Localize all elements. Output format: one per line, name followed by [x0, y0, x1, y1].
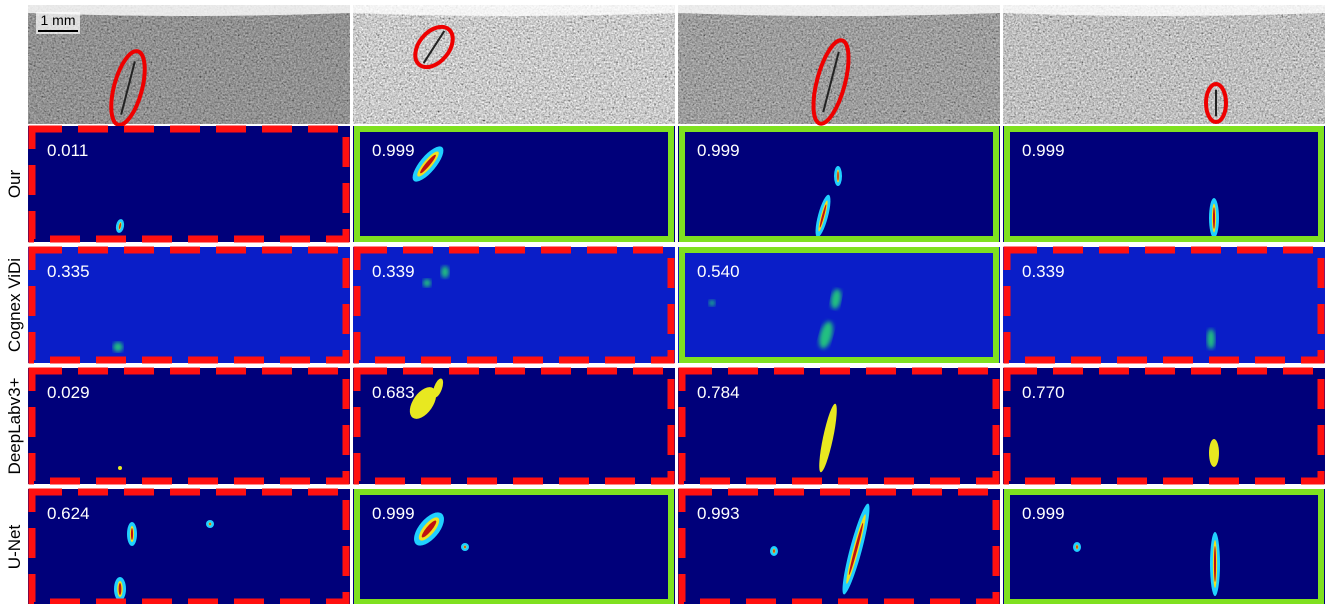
result-frame [28, 367, 350, 485]
result-frame [679, 247, 999, 363]
xray-image [1003, 5, 1325, 124]
heat-blob [432, 378, 444, 398]
heat-blob [819, 321, 833, 349]
heatmap [353, 126, 675, 242]
scale-label: 1 mm [41, 12, 76, 28]
defect [822, 51, 840, 113]
result-frame [1003, 246, 1325, 364]
row-label: Our [5, 169, 24, 198]
score: 0.335 [47, 262, 90, 281]
score: 0.339 [1022, 262, 1065, 281]
score: 0.624 [47, 504, 90, 523]
defect-marker [413, 24, 455, 70]
heat-blob [118, 466, 122, 470]
result-frame [353, 367, 675, 485]
heatmap [1003, 126, 1325, 242]
defect [120, 61, 136, 115]
heatmap [28, 126, 350, 242]
heat-blob [773, 549, 775, 553]
row-label: DeepLabv3+ [5, 377, 24, 474]
score: 0.999 [1022, 504, 1065, 523]
heat-blob [819, 403, 837, 473]
result-frame [28, 488, 350, 604]
result-frame [678, 367, 1000, 485]
xray-image [28, 5, 350, 124]
scale-box [36, 12, 80, 34]
heat-blob [848, 522, 864, 576]
heatmap [678, 489, 1000, 604]
weld-top [678, 5, 1000, 16]
heat-blob [830, 289, 842, 309]
heatmap [28, 247, 350, 363]
heat-blob [441, 266, 449, 278]
weld-top [353, 5, 675, 16]
defect-marker [811, 38, 851, 126]
heat-blob [113, 342, 123, 352]
score: 0.029 [47, 383, 90, 402]
weld-top [1003, 5, 1325, 16]
image-shade [28, 5, 350, 124]
heatmap [353, 368, 675, 484]
score: 0.999 [1022, 141, 1065, 160]
image-shade [1003, 5, 1325, 124]
weld-top [28, 5, 350, 16]
heatmap [28, 368, 350, 484]
result-frame [28, 246, 350, 364]
score: 0.999 [697, 141, 740, 160]
score: 0.011 [47, 141, 88, 160]
heat-blob [1213, 546, 1217, 582]
defect-marker [1204, 82, 1228, 124]
heatmap [353, 247, 675, 363]
score: 0.784 [697, 383, 740, 402]
heat-blob [1207, 329, 1215, 349]
xray-image [353, 5, 675, 124]
heat-blob [819, 204, 827, 228]
score: 0.540 [697, 262, 740, 281]
result-frame [678, 488, 1000, 604]
heat-blob [464, 545, 466, 549]
heat-blob [409, 387, 437, 419]
heat-blob [1076, 545, 1078, 549]
result-frame [1003, 367, 1325, 485]
result-frame [353, 246, 675, 364]
heatmap [1003, 247, 1325, 363]
score: 0.993 [697, 504, 740, 523]
heat-blob [118, 583, 122, 595]
heat-blob [209, 522, 211, 526]
heatmap [1003, 489, 1325, 604]
score: 0.339 [372, 262, 415, 281]
heatmap [1003, 368, 1325, 484]
heat-blob [709, 300, 715, 306]
result-frame [354, 489, 674, 604]
heat-blob [1209, 439, 1219, 467]
score: 0.683 [372, 383, 415, 402]
heat-blob [130, 528, 134, 540]
score: 0.999 [372, 141, 415, 160]
heatmap [28, 489, 350, 604]
heat-blob [423, 279, 431, 287]
defect [422, 30, 446, 64]
result-frame [679, 126, 999, 242]
heat-blob [421, 520, 437, 538]
result-frame [28, 125, 350, 243]
score: 0.770 [1022, 383, 1065, 402]
result-frame [1004, 126, 1324, 242]
result-frame [1004, 489, 1324, 604]
heatmap [353, 489, 675, 604]
row-label: U-Net [5, 525, 24, 570]
heat-blob [837, 171, 839, 181]
result-frame [354, 126, 674, 242]
heat-blob [119, 223, 121, 229]
defect-marker [109, 49, 147, 127]
row-label: Cognex ViDi [5, 258, 24, 352]
heat-blob [1212, 207, 1216, 229]
heat-blob [420, 154, 436, 174]
score: 0.999 [372, 504, 415, 523]
heatmap [678, 368, 1000, 484]
